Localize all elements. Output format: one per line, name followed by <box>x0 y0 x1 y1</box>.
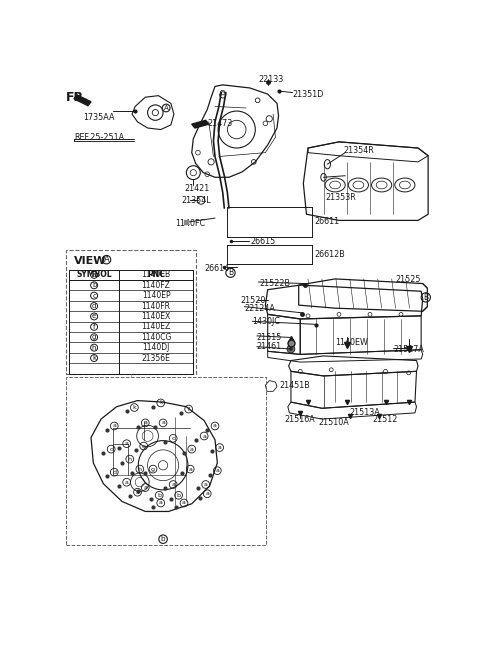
Text: e: e <box>142 443 145 449</box>
Text: 21451B: 21451B <box>279 381 310 390</box>
Text: g: g <box>151 466 155 472</box>
Text: PNC: PNC <box>147 270 165 279</box>
Text: a: a <box>202 434 206 438</box>
Text: c: c <box>171 436 175 441</box>
Text: 22133: 22133 <box>258 75 284 84</box>
Text: VIEW: VIEW <box>74 256 107 266</box>
Text: a: a <box>218 445 222 450</box>
Text: SYMBOL: SYMBOL <box>76 270 112 279</box>
Text: 26612B: 26612B <box>314 250 345 258</box>
Text: k: k <box>92 355 96 361</box>
Text: 1140FZ: 1140FZ <box>142 281 170 290</box>
Text: a: a <box>190 447 194 451</box>
Text: 21353R: 21353R <box>325 193 356 202</box>
Text: e: e <box>92 314 96 319</box>
Text: a: a <box>205 491 209 496</box>
Bar <box>66 250 196 375</box>
Text: 21351D: 21351D <box>292 90 324 98</box>
Text: 21421: 21421 <box>184 184 209 193</box>
Text: REF.25-251A: REF.25-251A <box>74 133 124 142</box>
Text: a: a <box>135 490 139 495</box>
Text: 1140EW: 1140EW <box>335 338 368 347</box>
Bar <box>66 377 266 545</box>
Text: 1140CG: 1140CG <box>141 333 171 342</box>
Text: a: a <box>144 485 147 490</box>
Text: 1430JC: 1430JC <box>252 317 280 326</box>
Text: a: a <box>204 482 208 487</box>
Text: 1140FR: 1140FR <box>142 302 170 310</box>
Circle shape <box>289 348 292 350</box>
Text: a: a <box>171 482 175 487</box>
Text: 21354R: 21354R <box>344 146 374 155</box>
Text: 21356E: 21356E <box>142 354 170 363</box>
Text: 1140EZ: 1140EZ <box>142 322 171 331</box>
Text: 21522B: 21522B <box>259 279 290 288</box>
Polygon shape <box>192 120 209 128</box>
Text: a: a <box>213 424 217 428</box>
Text: f: f <box>188 407 190 411</box>
Text: 21516A: 21516A <box>285 415 315 424</box>
Text: 21461: 21461 <box>257 342 282 351</box>
Text: h: h <box>138 466 142 472</box>
Text: 21515: 21515 <box>257 333 282 342</box>
Text: c: c <box>92 293 96 298</box>
Text: a: a <box>159 501 163 506</box>
Text: B: B <box>228 268 233 277</box>
Text: 21473: 21473 <box>207 119 232 128</box>
Text: 1140FC: 1140FC <box>175 219 205 228</box>
Text: 21512: 21512 <box>372 415 398 424</box>
Polygon shape <box>74 95 91 106</box>
Text: a: a <box>125 480 129 485</box>
Text: 1140EB: 1140EB <box>142 270 171 279</box>
Text: 22124A: 22124A <box>244 304 276 313</box>
Text: h: h <box>92 344 96 351</box>
Text: 26614: 26614 <box>204 264 229 273</box>
Text: d: d <box>109 447 113 451</box>
Text: 26615: 26615 <box>251 237 276 246</box>
Text: d: d <box>92 303 96 309</box>
Text: 21525: 21525 <box>396 275 421 284</box>
Text: b: b <box>92 282 96 288</box>
Text: a: a <box>161 420 165 425</box>
Text: 1140EX: 1140EX <box>142 312 171 321</box>
Text: a: a <box>112 424 116 428</box>
Text: a: a <box>125 441 129 446</box>
Text: 21517A: 21517A <box>393 345 424 354</box>
Text: a: a <box>188 466 192 472</box>
Text: a: a <box>216 468 219 473</box>
Text: 1735AA: 1735AA <box>83 113 115 122</box>
Text: k: k <box>132 405 136 410</box>
Text: 21513A: 21513A <box>350 409 381 417</box>
Text: 1140DJ: 1140DJ <box>143 343 170 352</box>
Text: d: d <box>112 470 116 475</box>
Text: 1140EP: 1140EP <box>142 291 170 300</box>
Text: 21510A: 21510A <box>319 418 349 426</box>
Text: h: h <box>128 457 132 462</box>
Text: k: k <box>159 400 163 405</box>
Text: g: g <box>92 335 96 340</box>
Text: 21354L: 21354L <box>181 196 211 205</box>
Text: b: b <box>157 493 161 498</box>
Text: f: f <box>93 324 96 330</box>
Text: b: b <box>161 536 166 542</box>
Text: 26611: 26611 <box>314 217 339 226</box>
Text: 21520: 21520 <box>240 296 266 305</box>
Text: a: a <box>182 501 186 506</box>
Text: b: b <box>177 493 180 498</box>
Text: A: A <box>104 255 109 264</box>
Text: B: B <box>423 293 428 302</box>
Text: FR.: FR. <box>66 91 89 104</box>
Text: A: A <box>164 105 168 111</box>
Circle shape <box>287 345 295 353</box>
Text: a: a <box>144 420 147 425</box>
Text: a: a <box>92 272 96 278</box>
